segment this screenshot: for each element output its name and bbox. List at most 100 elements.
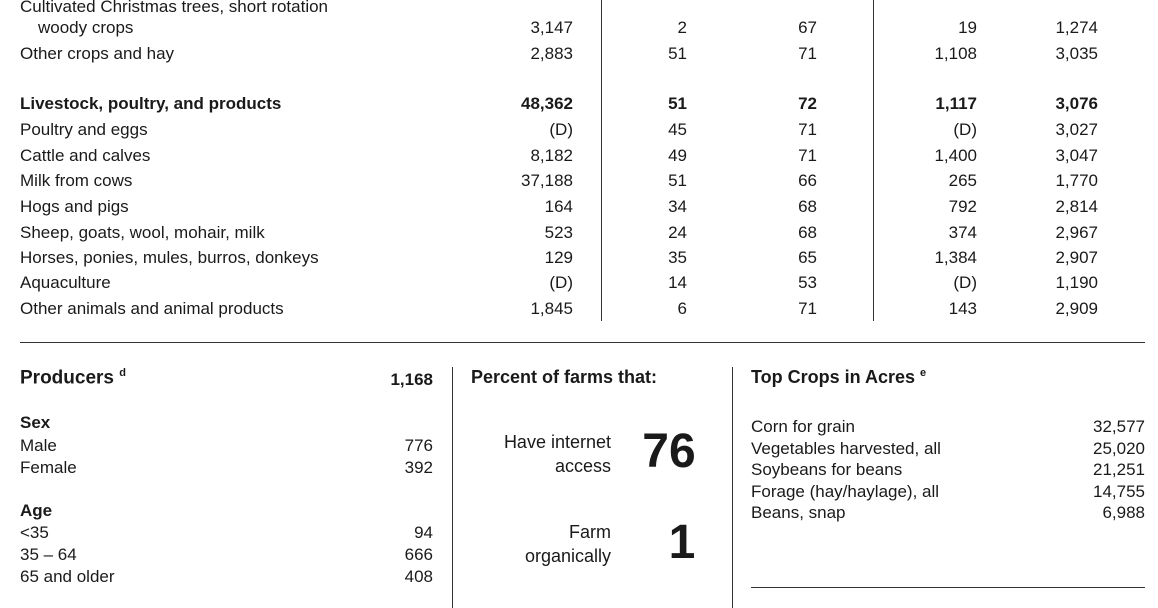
table-cell-col1: 523 bbox=[544, 223, 573, 242]
table-row-label: Milk from cows bbox=[20, 171, 133, 190]
table-cell-col3: 68 bbox=[798, 197, 817, 216]
table-cell-col4: 374 bbox=[948, 223, 977, 242]
table-cell-col1: 37,188 bbox=[521, 171, 573, 190]
top-crop-label: Beans, snap bbox=[751, 503, 846, 522]
top-crop-value: 25,020 bbox=[1093, 438, 1145, 458]
table-cell-col5: 3,076 bbox=[1055, 94, 1098, 113]
table-row-label: Cattle and calves bbox=[20, 146, 151, 165]
table-cell-col2: 51 bbox=[668, 171, 687, 190]
table-cell-col5: 3,035 bbox=[1055, 44, 1098, 63]
internet-value: 76 bbox=[642, 425, 696, 478]
table-cell-col3: 67 bbox=[798, 18, 817, 37]
sex-male-label: Male bbox=[20, 436, 57, 455]
table-cell-col2: 14 bbox=[668, 273, 687, 292]
table-cell-col2: 51 bbox=[668, 94, 687, 113]
age-65plus-label: 65 and older bbox=[20, 567, 115, 586]
age-under35-value: 94 bbox=[414, 523, 433, 542]
top-crop-label: Forage (hay/haylage), all bbox=[751, 481, 940, 501]
table-cell-col2: 35 bbox=[668, 248, 687, 267]
producers-total: 1,168 bbox=[390, 370, 433, 389]
top-crops-title-text: Top Crops in Acres bbox=[751, 367, 916, 387]
age-65plus-value: 408 bbox=[404, 567, 433, 586]
table-cell-col3: 65 bbox=[798, 248, 817, 267]
table-cell-col5: 1,770 bbox=[1055, 171, 1098, 190]
internet-label: Have internet access bbox=[462, 430, 611, 478]
top-crop-label: Soybeans for beans bbox=[751, 460, 903, 479]
top-crop-value: 14,755 bbox=[1093, 481, 1145, 501]
table-cell-col1: 48,362 bbox=[521, 94, 573, 113]
organic-label-line2: organically bbox=[524, 546, 611, 566]
table-row-label: Sheep, goats, wool, mohair, milk bbox=[20, 223, 265, 242]
table-cell-col2: 24 bbox=[668, 223, 687, 242]
top-crop-label: Vegetables harvested, all bbox=[751, 438, 941, 458]
table-row-label: Poultry and eggs bbox=[20, 120, 148, 139]
sex-heading: Sex bbox=[20, 413, 51, 432]
table-cell-col4: (D) bbox=[953, 120, 977, 139]
table-cell-col5: 3,047 bbox=[1055, 146, 1098, 165]
top-crops-title-sup: e bbox=[920, 367, 927, 379]
table-cell-col4: 792 bbox=[948, 197, 977, 216]
table-cell-col4: 1,400 bbox=[934, 146, 977, 165]
table-divider-1 bbox=[601, 0, 602, 321]
internet-label-line1: Have internet bbox=[503, 432, 611, 452]
top-crops-title: Top Crops in Acres e bbox=[751, 367, 926, 388]
section-rule bbox=[20, 342, 1145, 343]
table-cell-col4: 1,117 bbox=[935, 94, 977, 113]
table-cell-col5: 2,907 bbox=[1055, 248, 1098, 267]
table-cell-col2: 6 bbox=[677, 299, 687, 318]
table-cell-col3: 71 bbox=[798, 299, 817, 318]
table-divider-2 bbox=[873, 0, 874, 321]
table-cell-col5: 1,274 bbox=[1055, 18, 1098, 37]
top-crop-value: 32,577 bbox=[1093, 417, 1145, 436]
producers-title: Producers d bbox=[20, 367, 126, 389]
sex-male-value: 776 bbox=[404, 436, 433, 455]
table-cell-col3: 71 bbox=[798, 146, 817, 165]
table-row-label: Livestock, poultry, and products bbox=[20, 94, 282, 113]
table-cell-col5: 2,814 bbox=[1055, 197, 1098, 216]
panel-divider-2 bbox=[732, 367, 733, 608]
table-cell-col3: 66 bbox=[798, 171, 817, 190]
table-cell-col5: 1,190 bbox=[1055, 273, 1098, 292]
table-cell-col4: 19 bbox=[958, 18, 977, 37]
table-cell-col4: 143 bbox=[948, 299, 977, 318]
table-cell-col1: (D) bbox=[549, 120, 573, 139]
table-cell-col3: 68 bbox=[798, 223, 817, 242]
top-crops-bottom-rule bbox=[751, 587, 1145, 588]
organic-value: 1 bbox=[668, 516, 696, 569]
top-crop-label: Corn for grain bbox=[751, 417, 855, 436]
table-row-label: Other crops and hay bbox=[20, 44, 175, 63]
internet-label-line2: access bbox=[554, 456, 611, 476]
panel-divider-1 bbox=[452, 367, 453, 608]
table-cell-col2: 45 bbox=[668, 120, 687, 139]
percent-title: Percent of farms that: bbox=[471, 367, 658, 387]
table-cell-col1: 129 bbox=[544, 248, 573, 267]
table-cell-col2: 49 bbox=[668, 146, 687, 165]
top-crop-value: 21,251 bbox=[1093, 460, 1145, 479]
top-crop-value: 6,988 bbox=[1102, 503, 1145, 522]
table-cell-col3: 53 bbox=[798, 273, 817, 292]
table-cell-col1: (D) bbox=[549, 273, 573, 292]
table-row-label: Aquaculture bbox=[20, 273, 111, 292]
organic-label-line1: Farm bbox=[569, 522, 611, 542]
sex-female-value: 392 bbox=[404, 458, 433, 477]
table-row-label: Hogs and pigs bbox=[20, 197, 129, 216]
table-cell-col5: 3,027 bbox=[1055, 120, 1098, 139]
organic-label: Farm organically bbox=[462, 520, 611, 568]
table-row-label: Horses, ponies, mules, burros, donkeys bbox=[20, 248, 319, 267]
table-row-label-line1: Cultivated Christmas trees, short rotati… bbox=[20, 0, 329, 16]
table-cell-col2: 2 bbox=[677, 18, 687, 37]
table-cell-col2: 51 bbox=[668, 44, 687, 63]
age-heading: Age bbox=[20, 501, 53, 520]
table-cell-col5: 2,967 bbox=[1055, 223, 1098, 242]
table-cell-col2: 34 bbox=[668, 197, 687, 216]
table-cell-col4: 1,384 bbox=[934, 248, 977, 267]
table-row-label: Other animals and animal products bbox=[20, 299, 284, 318]
sex-female-label: Female bbox=[20, 458, 77, 477]
table-cell-col4: 265 bbox=[948, 171, 977, 190]
age-35-64-label: 35 – 64 bbox=[20, 545, 77, 564]
table-cell-col1: 164 bbox=[544, 197, 573, 216]
table-cell-col5: 2,909 bbox=[1055, 299, 1098, 318]
table-cell-col1: 1,845 bbox=[530, 299, 573, 318]
table-row-label-line2: woody crops bbox=[38, 18, 134, 37]
age-under35-label: <35 bbox=[20, 523, 49, 542]
